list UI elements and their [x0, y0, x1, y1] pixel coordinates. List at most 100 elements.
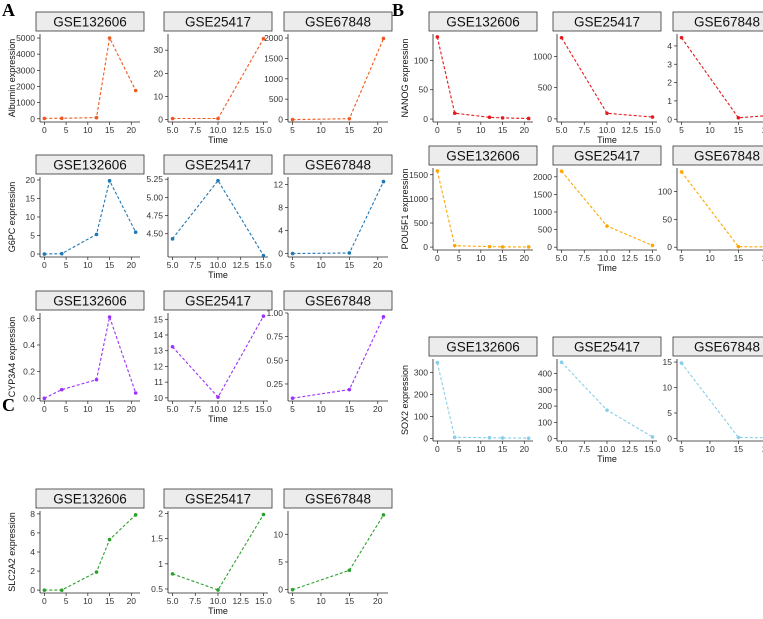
y-tick-label: 0: [278, 249, 283, 259]
data-point: [650, 435, 655, 439]
data-point: [487, 115, 492, 120]
facet-title: GSE25417: [185, 294, 251, 309]
x-tick-label: 5: [679, 444, 684, 454]
x-tick-label: 7.5: [189, 596, 201, 606]
panel-label-c: C: [2, 395, 15, 415]
data-point: [605, 111, 609, 116]
y-tick-label: 0.4: [23, 340, 35, 350]
facet-strip: [428, 336, 538, 357]
x-tick-label: 15: [345, 125, 355, 135]
facet-strip: [35, 11, 145, 32]
x-tick-label: 10: [316, 260, 326, 270]
facet-title: GSE132606: [446, 15, 520, 30]
y-tick-label: 0: [278, 585, 283, 595]
y-tick-label: 10: [26, 212, 36, 222]
y-tick-label: 0: [547, 434, 552, 444]
x-tick-label: 20: [127, 125, 137, 135]
x-tick-label: 20: [127, 596, 137, 606]
data-point: [133, 230, 138, 234]
data-point: [381, 314, 386, 319]
y-tick-label: 100: [538, 417, 552, 427]
x-tick-label: 12.5: [621, 444, 638, 454]
y-tick-label: 2000: [16, 81, 35, 91]
x-tick-label: 0: [42, 404, 47, 414]
y-tick-label: 0.2: [23, 367, 35, 377]
x-tick-label: 5: [64, 596, 69, 606]
y-tick-label: 1000: [533, 207, 552, 217]
x-tick-label: 20: [373, 125, 383, 135]
x-tick-label: 15: [734, 444, 744, 454]
data-point: [605, 224, 609, 228]
data-point: [290, 251, 295, 256]
data-point: [133, 88, 138, 93]
series-line: [292, 514, 384, 591]
x-tick-label: 5.0: [556, 253, 568, 263]
y-tick-label: 5.00: [146, 192, 163, 202]
y-tick-label: 0: [547, 114, 552, 124]
data-point: [381, 513, 386, 517]
data-point: [107, 178, 112, 183]
x-tick-label: 10: [83, 404, 93, 414]
y-tick-label: 0: [667, 242, 672, 252]
x-tick-label: 15: [498, 253, 508, 263]
data-point: [347, 568, 352, 573]
y-tick-label: 3000: [16, 65, 35, 75]
x-tick-label: 12.5: [232, 125, 249, 135]
data-point: [650, 243, 655, 248]
y-tick-label: 0.6: [23, 313, 35, 323]
facet-title: GSE67848: [305, 294, 371, 309]
x-tick-label: 7.5: [189, 125, 201, 135]
facet-title: GSE25417: [574, 340, 640, 355]
series-line: [172, 38, 264, 120]
x-tick-label: 15.0: [255, 404, 272, 414]
x-tick-label: 15.0: [255, 260, 272, 270]
y-tick-label: 11: [154, 377, 163, 387]
y-tick-label: 0: [423, 242, 428, 252]
data-point: [452, 435, 457, 440]
x-axis-title: Time: [597, 135, 617, 145]
y-tick-label: 1500: [264, 53, 283, 63]
facet-strip: [672, 11, 763, 32]
facet-strip: [283, 11, 393, 32]
data-point: [435, 169, 440, 173]
series-line: [44, 36, 137, 119]
y-tick-label: 4000: [16, 49, 35, 59]
y-tick-label: 0: [30, 114, 35, 124]
y-tick-label: 100: [658, 186, 672, 196]
y-tick-label: 300: [538, 385, 552, 395]
panel-label-b: B: [392, 0, 404, 20]
data-point: [133, 513, 138, 517]
y-tick-label: 2000: [264, 33, 283, 43]
facet-title: GSE67848: [305, 15, 371, 30]
y-tick-label: 200: [538, 401, 552, 411]
facet-4: GSE25417 5.0 7.5 10.0 12.5 15.0 0 500 1000 Time: [533, 11, 662, 145]
x-tick-label: 5.0: [556, 444, 568, 454]
x-tick-label: 15.0: [644, 444, 661, 454]
data-point: [452, 243, 457, 248]
data-point: [133, 391, 138, 395]
data-point: [559, 360, 564, 365]
data-point: [94, 232, 99, 237]
x-tick-label: 0: [42, 596, 47, 606]
x-tick-label: 10: [83, 260, 93, 270]
facet-7: GSE25417 5.0 7.5 10.0 12.5 15.0 4.50 4.75 5.00 5.…: [146, 154, 273, 280]
series-line: [44, 179, 137, 255]
x-tick-label: 12.5: [621, 253, 638, 263]
y-tick-label: 4: [278, 226, 283, 236]
x-tick-label: 10: [705, 253, 715, 263]
data-point: [261, 512, 266, 517]
x-tick-label: 10.0: [210, 404, 227, 414]
x-tick-label: 5: [290, 596, 295, 606]
x-tick-label: 12.5: [232, 404, 249, 414]
x-tick-label: 20: [373, 404, 383, 414]
y-tick-label: 5000: [16, 33, 35, 43]
y-tick-label: 6: [30, 528, 35, 538]
data-point: [736, 244, 741, 249]
series-line: [561, 170, 653, 246]
data-point: [94, 377, 99, 382]
y-tick-label: 3: [667, 59, 672, 69]
y-tick-label: 500: [269, 94, 283, 104]
y-tick-label: 1.5: [151, 534, 163, 544]
data-point: [679, 35, 684, 40]
x-tick-label: 15: [105, 596, 115, 606]
